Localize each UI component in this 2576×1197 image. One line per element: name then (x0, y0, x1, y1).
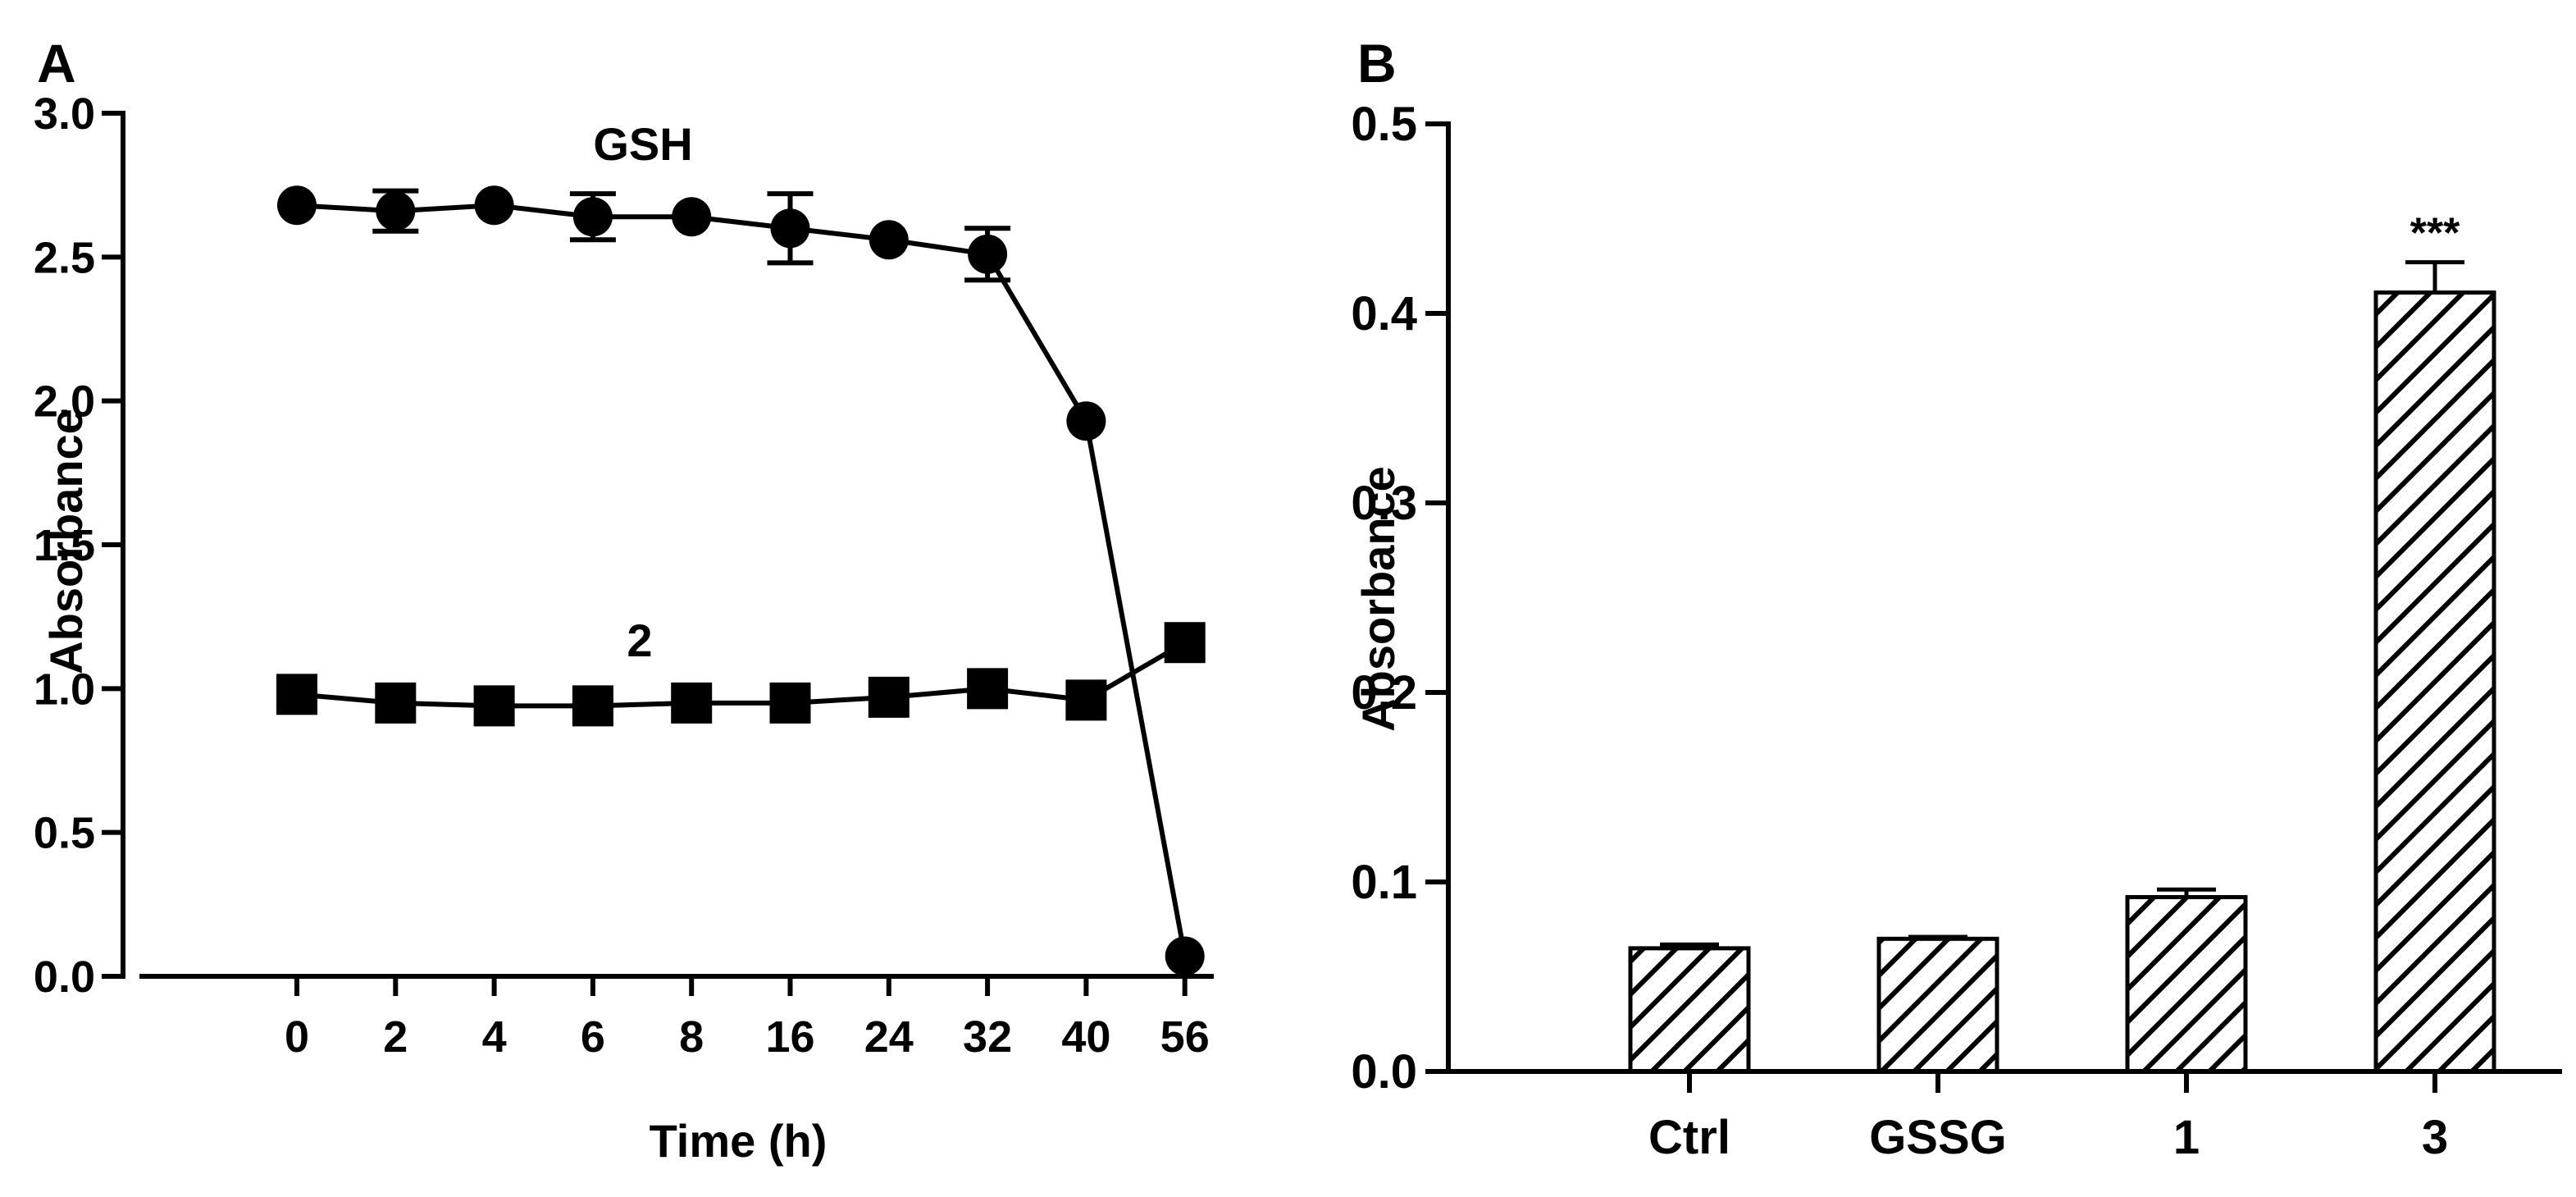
panel-a-y-tick-label: 0.5 (34, 809, 95, 858)
panel-a-point-2 (868, 676, 910, 718)
panel-a-point-gsh (770, 208, 810, 249)
panel-a-y-axis-label: Absorbance (40, 409, 92, 674)
panel-a-y-tick-label: 2.5 (34, 233, 95, 282)
panel-a-point-2 (572, 685, 613, 727)
panel-a-x-tick-label: 16 (765, 1012, 814, 1062)
panel-a-x-tick-label: 4 (482, 1012, 507, 1062)
panel-b-y-tick-label: 0.2 (1351, 666, 1417, 720)
panel-a-x-tick-label: 2 (383, 1012, 408, 1062)
panel-a-point-gsh (1066, 401, 1106, 441)
panel-a-point-gsh (869, 220, 909, 260)
panel-a-x-tick-label: 6 (581, 1012, 605, 1062)
panel-a-point-gsh (1165, 936, 1205, 976)
panel-b-significance-label: *** (2410, 210, 2460, 258)
panel-a-y-tick-label: 0.0 (34, 953, 95, 1002)
panel-a-point-gsh (277, 185, 317, 226)
panel-b-bar (1876, 936, 1999, 1074)
panel-a-point-2 (967, 668, 1009, 710)
panel-a-series-label-2: 2 (627, 614, 652, 666)
panel-a-series-line-0 (296, 203, 1188, 957)
panel-a-y-tick-label: 3.0 (34, 89, 95, 139)
panel-a-point-2 (276, 674, 317, 715)
panel-a-y-tick-label: 1.5 (34, 521, 95, 570)
panel-a-axes: 0.00.51.01.52.02.53.00 2 4 6 8 16 24 32 40 56 (34, 89, 1214, 1062)
panel-b-x-tick-label: 3 (2422, 1111, 2448, 1164)
panel-b-letter: B (1357, 33, 1397, 94)
panel-a-point-2 (375, 682, 417, 724)
panel-b-y-tick-label: 0.5 (1351, 98, 1417, 151)
panel-b-y-tick-label: 0.0 (1351, 1045, 1417, 1099)
panel-a-point-2 (769, 682, 811, 724)
panel-a-line-chart: A Absorbance Time (h) GSH 2 0.0 0.5 1.0 1.5… (34, 33, 1214, 1167)
panel-b-x-tick-label: GSSG (1869, 1111, 2007, 1164)
panel-a-series-label-gsh: GSH (593, 118, 692, 170)
panel-a-series-line-1 (296, 640, 1187, 709)
panel-a-x-tick-label: 32 (963, 1012, 1012, 1062)
panel-a-letter: A (37, 33, 76, 94)
panel-b-y-tick-label: 0.3 (1351, 477, 1417, 530)
panel-b-x-tick-label: 1 (2173, 1111, 2200, 1164)
panel-a-point-2 (1065, 679, 1107, 721)
panel-a-point-2 (671, 682, 713, 724)
panel-a-series (276, 185, 1206, 976)
panel-b-bar (2125, 894, 2248, 1074)
panel-a-point-gsh (672, 197, 712, 237)
panel-b-bar (1628, 946, 1751, 1074)
panel-a-point-gsh (968, 234, 1008, 274)
panel-a-point-2 (1164, 622, 1206, 664)
panel-a-x-tick-label: 56 (1160, 1012, 1210, 1062)
panel-a-x-tick-label: 40 (1061, 1012, 1110, 1062)
panel-b-bar-chart: B Absorbance 0.0 0.1 0.2 0.3 0.4 0.5 Ctrl GSSG 1… (1351, 33, 2562, 1164)
panel-a-point-gsh (376, 191, 416, 231)
panel-b-y-tick-label: 0.4 (1351, 287, 1417, 340)
panel-b-bars: *** (1628, 210, 2496, 1074)
panel-a-point-gsh (474, 185, 514, 226)
panel-b-y-tick-label: 0.1 (1351, 856, 1417, 909)
panel-b-bar (2373, 290, 2496, 1074)
panel-a-y-tick-label: 2.0 (34, 377, 95, 427)
panel-a-x-tick-label: 24 (864, 1012, 914, 1062)
panel-b-x-tick-label: Ctrl (1648, 1111, 1730, 1164)
panel-a-point-gsh (572, 197, 613, 237)
panel-a-x-tick-label: 8 (679, 1012, 704, 1062)
panel-b-y-axis-label: Absorbance (1352, 466, 1404, 732)
panel-a-x-axis-label: Time (h) (650, 1115, 828, 1167)
panel-a-x-tick-label: 0 (285, 1012, 309, 1062)
panel-a-point-2 (473, 685, 515, 727)
panel-a-y-tick-label: 1.0 (34, 665, 95, 714)
